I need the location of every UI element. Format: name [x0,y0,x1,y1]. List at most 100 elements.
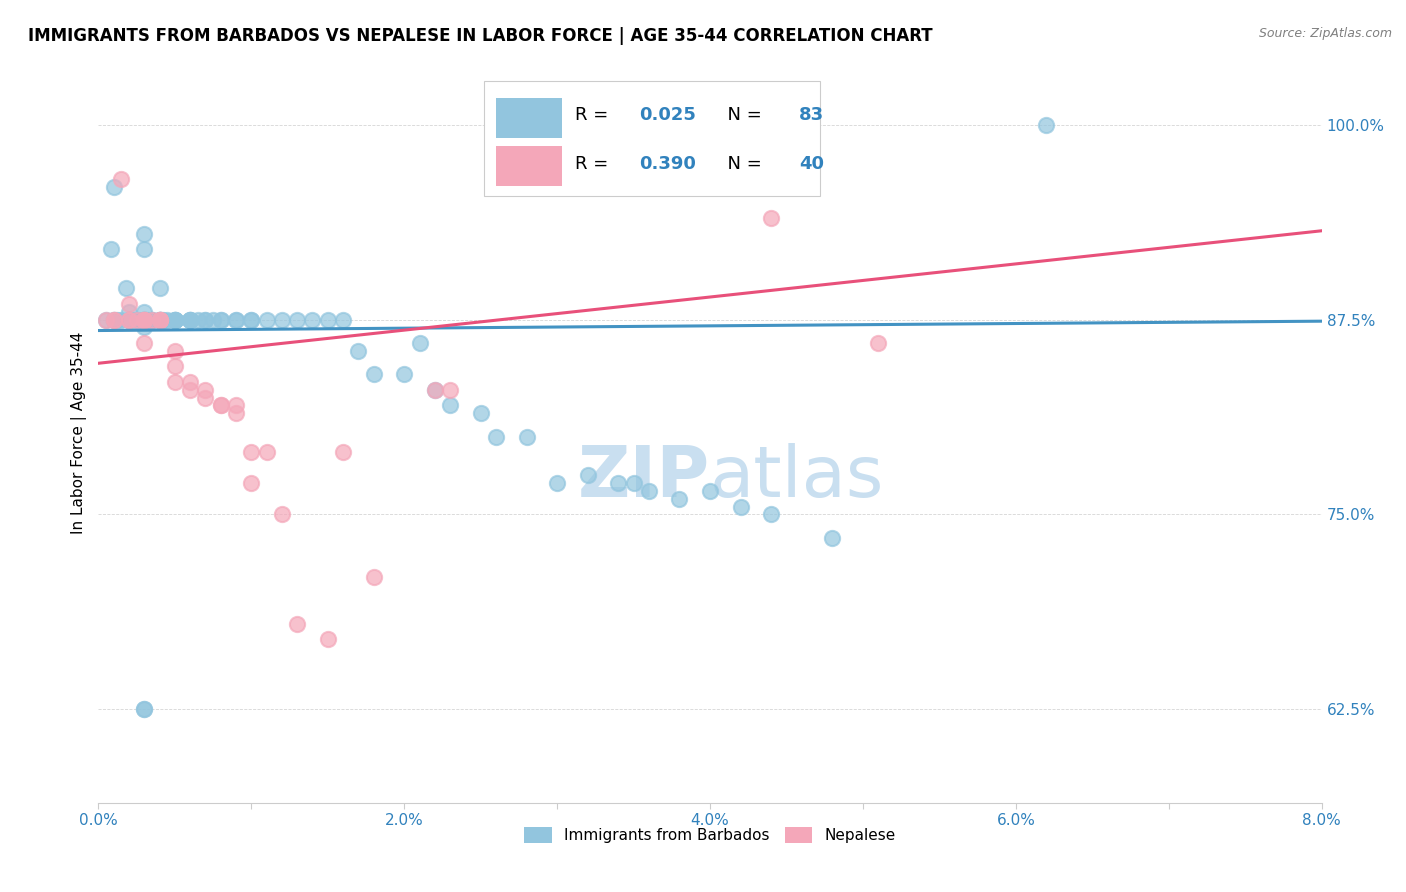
Point [179,375,201,389]
Point [240,312,263,326]
Point [637,484,661,499]
Point [868,336,890,351]
FancyBboxPatch shape [484,81,820,195]
Point [134,312,156,326]
Point [194,383,217,397]
Point [110,312,132,326]
Point [699,484,721,499]
Point [134,702,156,716]
Point [134,312,156,326]
Point [163,359,186,374]
Point [141,312,163,326]
Point [103,312,125,326]
Point [485,429,508,443]
Point [285,616,308,631]
Point [607,476,630,491]
Text: 83: 83 [800,106,824,124]
Point [118,297,141,311]
Point [179,312,201,326]
Point [134,243,156,257]
Point [470,406,492,420]
Point [194,312,217,326]
Text: IMMIGRANTS FROM BARBADOS VS NEPALESE IN LABOR FORCE | AGE 35-44 CORRELATION CHAR: IMMIGRANTS FROM BARBADOS VS NEPALESE IN … [28,27,932,45]
Point [730,500,752,514]
Point [423,383,446,397]
Point [516,429,538,443]
Text: ZIP: ZIP [578,442,710,511]
Point [163,312,186,326]
Point [134,312,156,326]
Point [141,312,163,326]
Point [623,476,645,491]
Point [187,312,209,326]
Point [179,312,201,326]
Point [134,320,156,334]
Point [316,312,339,326]
Point [134,336,156,351]
FancyBboxPatch shape [496,145,562,186]
Point [149,312,172,326]
Point [118,305,141,319]
Point [103,312,125,326]
Point [110,172,132,186]
Point [103,180,125,194]
Point [256,445,278,459]
Point [1035,118,1057,132]
Point [439,383,461,397]
Point [134,305,156,319]
Point [149,312,172,326]
Point [149,312,172,326]
Point [134,312,156,326]
Text: 40: 40 [800,154,824,172]
Point [240,445,263,459]
Text: R =: R = [575,154,614,172]
Point [103,312,125,326]
Point [100,243,122,257]
Point [156,312,179,326]
Point [121,312,143,326]
Point [225,312,247,326]
Point [179,312,201,326]
Point [134,312,156,326]
Legend: Immigrants from Barbados, Nepalese: Immigrants from Barbados, Nepalese [516,820,904,851]
Text: N =: N = [716,106,768,124]
Point [134,312,156,326]
Point [668,491,690,506]
Text: 0.025: 0.025 [640,106,696,124]
Point [149,312,172,326]
Point [149,312,172,326]
Point [821,531,844,545]
Point [163,312,186,326]
Point [94,312,117,326]
Point [332,312,354,326]
Point [301,312,323,326]
Point [136,312,159,326]
Point [118,312,141,326]
Point [316,632,339,647]
Point [163,312,186,326]
Point [408,336,430,351]
Point [347,343,370,358]
Point [256,312,278,326]
Point [759,508,782,522]
Point [134,312,156,326]
Point [209,312,232,326]
Point [546,476,568,491]
Point [163,312,186,326]
Point [270,508,294,522]
Point [179,383,201,397]
Point [134,312,156,326]
Point [392,367,416,381]
Point [118,312,141,326]
Point [225,398,247,412]
Text: atlas: atlas [710,442,884,511]
Point [118,312,141,326]
Point [105,312,128,326]
Point [125,312,148,326]
Point [118,312,141,326]
Point [225,312,247,326]
Point [209,398,232,412]
Point [94,312,117,326]
Point [423,383,446,397]
Point [202,312,225,326]
